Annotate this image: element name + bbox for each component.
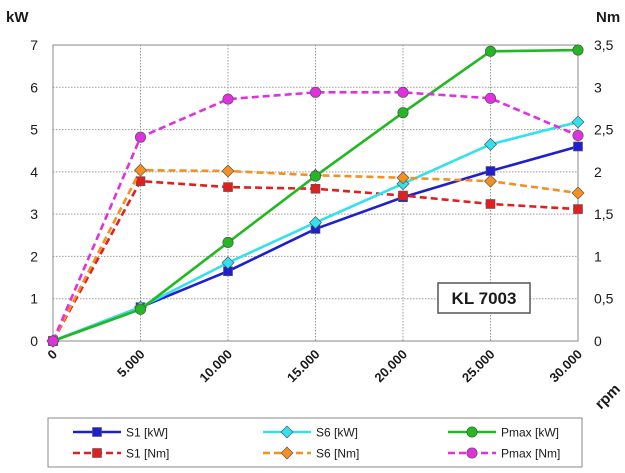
x-tick-label: 5.000 xyxy=(114,347,148,381)
y-left-tick-label: 5 xyxy=(30,122,38,138)
legend-label-s6-kw: S6 [kW] xyxy=(316,426,358,440)
data-point-s6-nm xyxy=(396,171,410,185)
data-point-s1-nm xyxy=(223,182,233,192)
data-point-s6-nm xyxy=(484,174,497,188)
data-point-s1-kw xyxy=(573,141,583,152)
data-point-s6-kw xyxy=(309,216,322,230)
data-point-pmax-nm xyxy=(484,92,497,104)
legend-marker-s6-nm xyxy=(280,446,294,460)
x-tick-label: 10.000 xyxy=(196,347,235,386)
x-tick-label: 0 xyxy=(44,347,60,363)
data-point-pmax-kw xyxy=(309,170,322,182)
data-point-s1-nm xyxy=(573,204,583,214)
x-tick-label: 20.000 xyxy=(371,347,410,386)
x-tick-label: 30.000 xyxy=(546,347,585,386)
annotation-box-frame xyxy=(437,282,531,314)
data-point-s1-kw xyxy=(485,166,496,176)
y-left-tick-label: 4 xyxy=(30,164,38,180)
annotation-label: KL 7003 xyxy=(452,289,517,308)
legend-label-s6-nm: S6 [Nm] xyxy=(316,447,359,461)
data-point-pmax-nm xyxy=(134,131,147,143)
data-point-s6-nm xyxy=(571,186,585,200)
x-tick-label: 15.000 xyxy=(284,347,323,386)
y-right-tick-label: 2 xyxy=(594,164,602,180)
data-point-pmax-nm xyxy=(309,86,322,98)
data-point-s6-nm xyxy=(134,163,147,177)
data-point-pmax-kw xyxy=(134,303,147,315)
data-point-pmax-kw xyxy=(484,45,497,57)
y-right-tick-label: 0,5 xyxy=(594,291,614,307)
data-point-pmax-kw xyxy=(397,107,409,119)
data-point-s1-nm xyxy=(310,183,321,194)
legend-marker-s1-nm xyxy=(92,448,102,458)
y-axis-left-title: kW xyxy=(6,9,29,26)
data-point-pmax-nm xyxy=(397,86,409,98)
y-axis-right-title: Nm xyxy=(596,9,620,26)
y-right-tick-label: 2,5 xyxy=(594,122,614,138)
data-point-pmax-kw xyxy=(222,236,234,249)
annotation-box: KL 7003 xyxy=(437,282,531,314)
y-right-tick-label: 3,5 xyxy=(594,37,614,53)
data-point-s1-nm xyxy=(398,190,408,201)
data-point-pmax-kw xyxy=(572,44,584,56)
legend-label-pmax-nm: Pmax [Nm] xyxy=(501,447,560,461)
y-left-tick-label: 3 xyxy=(30,206,38,222)
legend-frame xyxy=(47,417,583,468)
x-tick-label: 25.000 xyxy=(459,347,498,386)
legend-label-s1-kw: S1 [kW] xyxy=(126,426,168,440)
y-left-tick-label: 0 xyxy=(30,333,38,349)
data-point-s1-nm xyxy=(135,176,146,186)
y-right-tick-label: 0 xyxy=(594,333,602,349)
legend: S1 [kW] S6 [kW] Pmax [kW] S1 [Nm] S6 [Nm] Pma… xyxy=(47,417,583,468)
y-left-tick-label: 1 xyxy=(30,291,38,307)
legend-label-pmax-kw: Pmax [kW] xyxy=(501,426,559,440)
y-left-tick-label: 7 xyxy=(30,37,38,53)
series-lines xyxy=(46,44,585,348)
y-left-tick-label: 2 xyxy=(30,248,38,264)
data-point-s6-nm xyxy=(221,164,235,178)
x-axis-title: rpm xyxy=(592,381,624,413)
data-point-s1-nm xyxy=(485,199,496,209)
y-right-tick-label: 1,5 xyxy=(594,206,614,222)
legend-marker-s1-kw xyxy=(92,427,102,437)
legend-marker-pmax-kw xyxy=(466,426,478,438)
y-right-tick-label: 1 xyxy=(594,248,602,264)
data-point-s6-kw xyxy=(221,256,235,270)
data-point-pmax-nm xyxy=(222,93,234,105)
legend-marker-s6-kw xyxy=(280,425,294,439)
data-point-s6-kw xyxy=(571,115,585,129)
legend-label-s1-nm: S1 [Nm] xyxy=(126,447,169,461)
data-point-pmax-nm xyxy=(572,129,584,142)
y-left-tick-label: 6 xyxy=(30,79,38,95)
data-point-s6-kw xyxy=(484,137,497,151)
legend-items: S1 [kW] S6 [kW] Pmax [kW] S1 [Nm] S6 [Nm] Pma… xyxy=(73,426,560,461)
data-point-pmax-nm xyxy=(47,335,59,347)
legend-marker-pmax-nm xyxy=(466,447,478,459)
y-right-tick-label: 3 xyxy=(594,79,602,95)
